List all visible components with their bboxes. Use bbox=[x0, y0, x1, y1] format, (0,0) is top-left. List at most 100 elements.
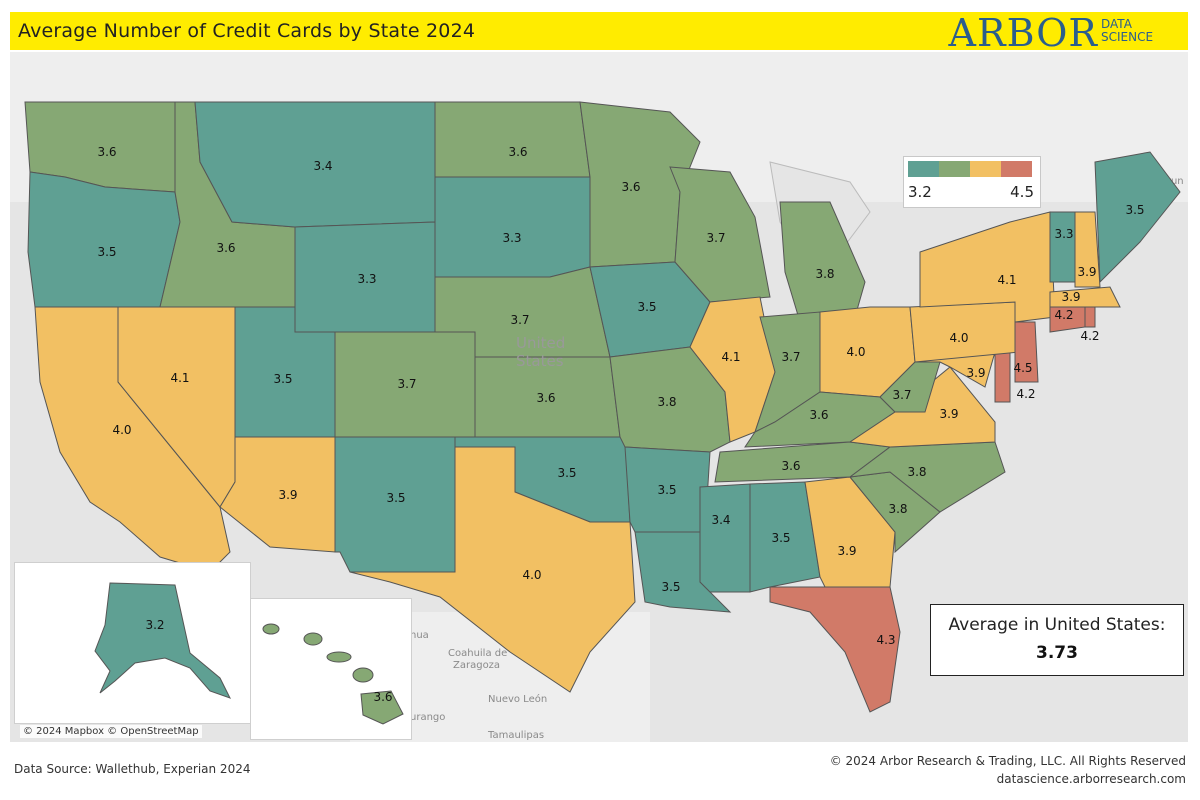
state-value-sd: 3.3 bbox=[502, 231, 522, 245]
state-value-ia: 3.5 bbox=[637, 300, 657, 314]
state-value-mt: 3.4 bbox=[313, 159, 333, 173]
state-sd[interactable] bbox=[434, 176, 591, 278]
state-or[interactable] bbox=[27, 171, 181, 308]
hawaii-inset[interactable]: 3.6 bbox=[250, 598, 412, 740]
state-nd[interactable] bbox=[434, 101, 591, 178]
state-value-la: 3.5 bbox=[661, 580, 681, 594]
state-me[interactable] bbox=[1094, 151, 1181, 284]
state-value-ak: 3.2 bbox=[145, 618, 165, 632]
state-value-il: 4.1 bbox=[721, 350, 741, 364]
state-value-me: 3.5 bbox=[1125, 203, 1145, 217]
state-value-nv: 4.1 bbox=[170, 371, 190, 385]
state-value-ut: 3.5 bbox=[273, 372, 293, 386]
hawaii-map bbox=[262, 623, 404, 725]
us-map[interactable] bbox=[10, 52, 1188, 742]
state-value-al: 3.5 bbox=[771, 531, 791, 545]
state-value-nc: 3.8 bbox=[907, 465, 927, 479]
state-vt[interactable] bbox=[1049, 211, 1076, 283]
state-hi[interactable] bbox=[262, 623, 404, 725]
us-average-value: 3.73 bbox=[1036, 643, 1078, 663]
state-nj[interactable] bbox=[1014, 321, 1039, 383]
state-value-nm: 3.5 bbox=[386, 491, 406, 505]
state-value-ar: 3.5 bbox=[657, 483, 677, 497]
state-value-id: 3.6 bbox=[216, 241, 236, 255]
state-value-fl: 4.3 bbox=[876, 633, 896, 647]
state-il[interactable] bbox=[689, 296, 776, 443]
state-value-ks: 3.6 bbox=[536, 391, 556, 405]
chart-title: Average Number of Credit Cards by State … bbox=[18, 20, 476, 42]
logo-main-text: ARBOR bbox=[948, 11, 1098, 55]
alaska-map bbox=[94, 582, 231, 699]
legend-swatch-3 bbox=[970, 161, 1001, 177]
copyright-block: © 2024 Arbor Research & Trading, LLC. Al… bbox=[830, 752, 1186, 788]
state-value-ny: 4.1 bbox=[997, 273, 1017, 287]
state-ak[interactable] bbox=[94, 582, 231, 699]
state-fl[interactable] bbox=[769, 586, 901, 713]
state-value-wa: 3.6 bbox=[97, 145, 117, 159]
legend-max: 4.5 bbox=[1010, 183, 1034, 201]
state-value-ok: 3.5 bbox=[557, 466, 577, 480]
state-value-ma: 3.9 bbox=[1061, 290, 1081, 304]
mexico-region-label-2: Zaragoza bbox=[453, 660, 501, 671]
us-average-label: Average in United States: bbox=[948, 615, 1166, 635]
state-value-hi: 3.6 bbox=[373, 690, 393, 704]
state-value-ca: 4.0 bbox=[112, 423, 132, 437]
state-value-wy: 3.3 bbox=[357, 272, 377, 286]
state-value-ky: 3.6 bbox=[809, 408, 829, 422]
state-value-de: 4.2 bbox=[1016, 387, 1036, 401]
copyright-text: © 2024 Arbor Research & Trading, LLC. Al… bbox=[829, 754, 1186, 768]
state-value-or: 3.5 bbox=[97, 245, 117, 259]
state-nh[interactable] bbox=[1074, 211, 1101, 288]
state-value-wv: 3.7 bbox=[892, 388, 912, 402]
state-value-nj: 4.5 bbox=[1013, 361, 1033, 375]
state-value-ms: 3.4 bbox=[711, 513, 731, 527]
state-value-mi: 3.8 bbox=[815, 267, 835, 281]
mexico-region-label-4: Tamaulipas bbox=[488, 730, 545, 741]
state-value-co: 3.7 bbox=[397, 377, 417, 391]
mexico-region-label-6: hua bbox=[410, 630, 429, 641]
state-ny[interactable] bbox=[919, 211, 1056, 323]
state-value-vt: 3.3 bbox=[1054, 227, 1074, 241]
state-value-mo: 3.8 bbox=[657, 395, 677, 409]
logo-sub-2: SCIENCE bbox=[1101, 30, 1154, 44]
state-wv[interactable] bbox=[879, 361, 941, 413]
legend-swatch-4 bbox=[1001, 161, 1032, 177]
title-bar: Average Number of Credit Cards by State … bbox=[10, 11, 1188, 55]
state-ms[interactable] bbox=[699, 483, 751, 593]
state-value-nh: 3.9 bbox=[1077, 265, 1097, 279]
state-tx[interactable] bbox=[349, 446, 636, 693]
state-value-va: 3.9 bbox=[939, 407, 959, 421]
state-value-wi: 3.7 bbox=[706, 231, 726, 245]
country-label-2: States bbox=[516, 352, 564, 370]
logo-sub-1: DATA bbox=[1101, 17, 1132, 31]
website-url[interactable]: datascience.arborresearch.com bbox=[996, 772, 1186, 786]
state-al[interactable] bbox=[749, 481, 821, 593]
alaska-inset[interactable]: 3.2 bbox=[14, 562, 251, 724]
state-value-tn: 3.6 bbox=[781, 459, 801, 473]
country-label-1: United bbox=[516, 334, 566, 352]
state-ri[interactable] bbox=[1084, 306, 1096, 328]
mexico-region-label-3: Nuevo León bbox=[488, 694, 548, 705]
state-value-ne: 3.7 bbox=[510, 313, 530, 327]
state-value-sc: 3.8 bbox=[888, 502, 908, 516]
state-value-tx: 4.0 bbox=[522, 568, 542, 582]
state-value-ct: 4.2 bbox=[1054, 308, 1074, 322]
state-ma[interactable] bbox=[1049, 286, 1121, 308]
state-value-pa: 4.0 bbox=[949, 331, 969, 345]
map-attribution[interactable]: © 2024 Mapbox © OpenStreetMap bbox=[20, 725, 202, 738]
logo-sub-text: DATA SCIENCE bbox=[1101, 18, 1176, 44]
state-value-mn: 3.6 bbox=[621, 180, 641, 194]
us-average-box: Average in United States: 3.73 bbox=[930, 604, 1184, 676]
data-source: Data Source: Wallethub, Experian 2024 bbox=[14, 762, 251, 776]
state-shapes[interactable] bbox=[24, 101, 1181, 713]
state-de[interactable] bbox=[994, 351, 1011, 403]
state-value-in: 3.7 bbox=[781, 350, 801, 364]
legend-min: 3.2 bbox=[908, 183, 932, 201]
state-value-ri: 4.2 bbox=[1080, 329, 1100, 343]
state-value-az: 3.9 bbox=[278, 488, 298, 502]
state-value-oh: 4.0 bbox=[846, 345, 866, 359]
state-value-md: 3.9 bbox=[966, 366, 986, 380]
state-value-ga: 3.9 bbox=[837, 544, 857, 558]
state-value-nd: 3.6 bbox=[508, 145, 528, 159]
legend-swatch-1 bbox=[908, 161, 939, 177]
